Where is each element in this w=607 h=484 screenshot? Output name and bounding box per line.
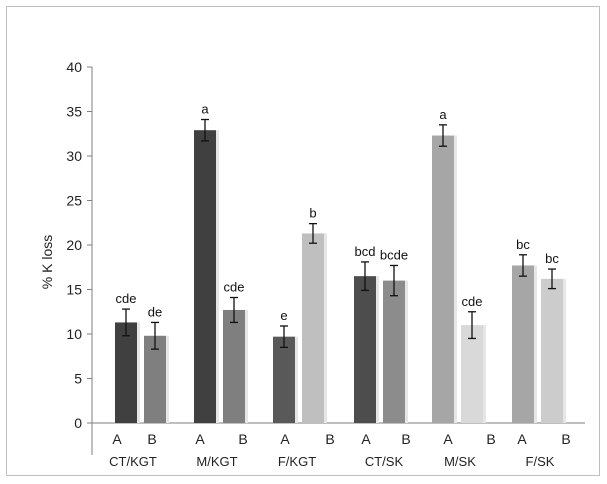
bar [223, 309, 245, 423]
significance-label: bc [545, 251, 559, 266]
bar-shadow [166, 335, 169, 423]
x-sub-label: B [401, 431, 410, 447]
bar-shadow [324, 233, 327, 423]
bar-shadow [295, 336, 298, 423]
y-tick-label: 30 [66, 148, 82, 164]
y-tick-label: 20 [66, 237, 82, 253]
bar-shadow [483, 325, 486, 423]
significance-label: a [201, 102, 209, 117]
bar [354, 276, 376, 423]
y-tick-label: 15 [66, 282, 82, 298]
x-group-label: CT/SK [365, 454, 404, 469]
x-sub-label: A [517, 431, 527, 447]
y-tick-label: 25 [66, 193, 82, 209]
x-sub-label: B [486, 431, 495, 447]
significance-label: bcde [380, 247, 408, 262]
x-sub-label: A [195, 431, 205, 447]
bar [512, 265, 534, 423]
bar [302, 233, 324, 423]
x-group-label: F/KGT [278, 454, 316, 469]
axes: 0 5 10 15 20 25 30 35 40 [66, 59, 585, 455]
x-group-label: M/KGT [196, 454, 237, 469]
x-sub-label: A [443, 431, 453, 447]
x-sub-label: B [561, 431, 570, 447]
significance-label: e [280, 308, 287, 323]
y-tick-label: 40 [66, 59, 82, 75]
bar [273, 336, 295, 423]
x-sub-label: A [280, 431, 290, 447]
x-sub-label: A [112, 431, 122, 447]
y-tick-label: 10 [66, 326, 82, 342]
bar [432, 135, 454, 423]
bars: cdeAdeBCT/KGTaAcdeBM/KGTeAbBF/KGTbcdAbcd… [109, 102, 571, 469]
significance-label: cde [116, 291, 137, 306]
significance-label: de [148, 304, 162, 319]
x-group-label: F/SK [526, 454, 555, 469]
bar [383, 280, 405, 423]
bar [461, 325, 483, 423]
x-sub-label: B [325, 431, 334, 447]
bar [541, 278, 563, 423]
x-sub-label: B [238, 431, 247, 447]
bar-shadow [376, 276, 379, 423]
y-tick-label: 35 [66, 104, 82, 120]
significance-label: bcd [355, 244, 376, 259]
bar-shadow [534, 265, 537, 423]
y-tick-label: 0 [74, 415, 82, 431]
bar-shadow [405, 280, 408, 423]
bar [115, 322, 137, 423]
significance-label: bc [516, 237, 530, 252]
y-tick-label: 5 [74, 371, 82, 387]
bar-shadow [245, 309, 248, 423]
y-axis-label: % K loss [39, 235, 55, 289]
bar-shadow [216, 130, 219, 423]
x-group-label: M/SK [444, 454, 476, 469]
x-group-label: CT/KGT [109, 454, 157, 469]
bar-shadow [137, 322, 140, 423]
bar-shadow [454, 135, 457, 423]
bar [194, 130, 216, 423]
x-sub-label: A [361, 431, 371, 447]
bar-shadow [563, 278, 566, 423]
significance-label: cde [224, 280, 245, 295]
significance-label: a [439, 107, 447, 122]
significance-label: cde [462, 294, 483, 309]
x-sub-label: B [147, 431, 156, 447]
bar [144, 335, 166, 423]
significance-label: b [309, 206, 316, 221]
